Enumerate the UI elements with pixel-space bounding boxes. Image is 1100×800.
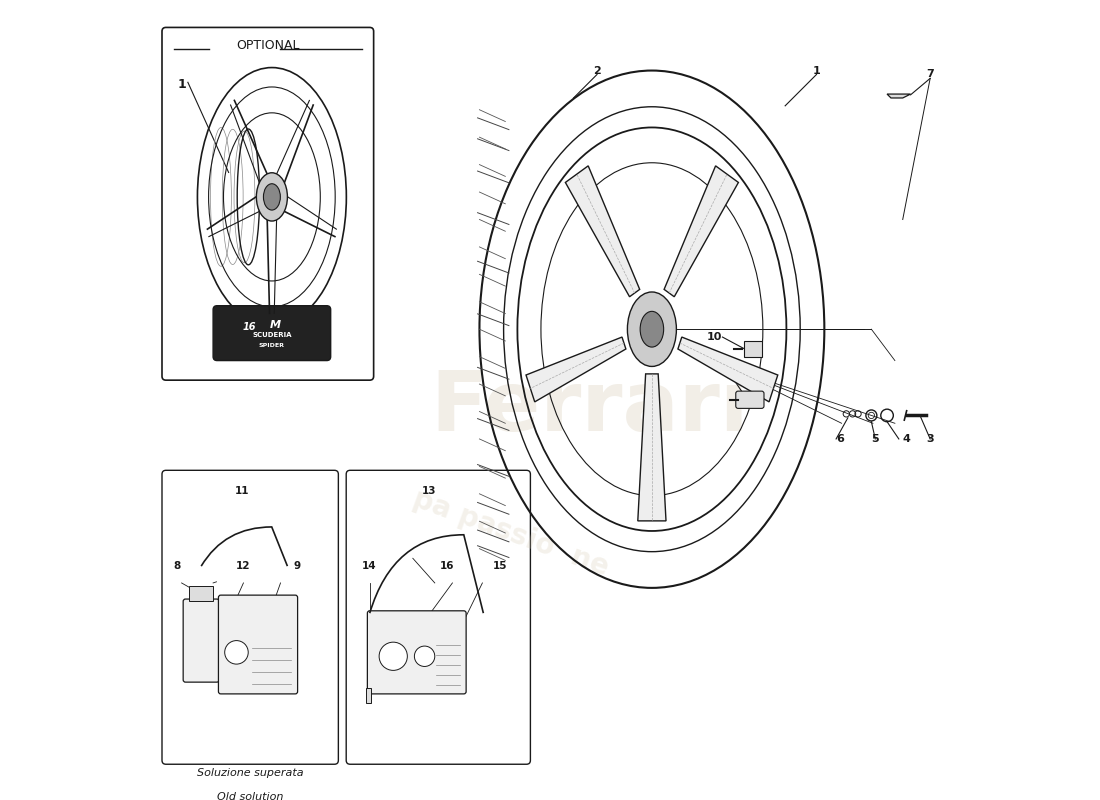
Ellipse shape (627, 292, 676, 366)
Text: SPIDER: SPIDER (258, 343, 285, 348)
Text: 1: 1 (813, 66, 821, 75)
Text: Old solution: Old solution (217, 792, 284, 800)
Polygon shape (565, 166, 640, 297)
Text: 16: 16 (243, 322, 256, 332)
Bar (745, 341, 761, 357)
Text: 14: 14 (362, 561, 376, 570)
Text: 10: 10 (703, 352, 718, 362)
Circle shape (224, 641, 249, 664)
Text: Soluzione superata: Soluzione superata (197, 768, 304, 778)
Text: 16: 16 (440, 561, 454, 570)
Text: 6: 6 (836, 434, 844, 444)
FancyBboxPatch shape (184, 599, 219, 682)
FancyBboxPatch shape (346, 470, 530, 764)
Text: 2: 2 (593, 66, 601, 75)
Text: 10: 10 (707, 332, 723, 342)
Polygon shape (526, 337, 626, 402)
Text: M: M (271, 320, 282, 330)
Text: 11: 11 (235, 486, 250, 496)
Text: 8: 8 (174, 561, 182, 570)
Text: pa passio  ne: pa passio ne (409, 485, 613, 582)
Circle shape (415, 646, 434, 666)
Text: Ferrari: Ferrari (430, 367, 748, 448)
Ellipse shape (263, 184, 280, 210)
Circle shape (379, 642, 407, 670)
Bar (366, 688, 372, 703)
Ellipse shape (640, 311, 663, 347)
Text: 3: 3 (926, 434, 934, 444)
Text: 12: 12 (236, 561, 251, 570)
FancyBboxPatch shape (162, 470, 339, 764)
Text: 1: 1 (178, 78, 186, 91)
FancyBboxPatch shape (219, 595, 298, 694)
Text: SCUDERIA: SCUDERIA (252, 333, 292, 338)
Ellipse shape (256, 173, 287, 221)
Text: OPTIONAL: OPTIONAL (236, 39, 299, 52)
Text: 7: 7 (926, 70, 934, 79)
FancyBboxPatch shape (367, 611, 466, 694)
FancyBboxPatch shape (213, 306, 331, 361)
Polygon shape (638, 374, 666, 521)
Text: 15: 15 (493, 561, 507, 570)
Polygon shape (887, 94, 911, 98)
FancyBboxPatch shape (162, 27, 374, 380)
Text: 13: 13 (422, 486, 437, 496)
Text: 5: 5 (871, 434, 879, 444)
Polygon shape (664, 166, 738, 297)
FancyBboxPatch shape (736, 391, 764, 408)
Text: 9: 9 (294, 561, 301, 570)
Bar (189, 586, 213, 602)
Text: 4: 4 (903, 434, 911, 444)
Polygon shape (678, 337, 778, 402)
